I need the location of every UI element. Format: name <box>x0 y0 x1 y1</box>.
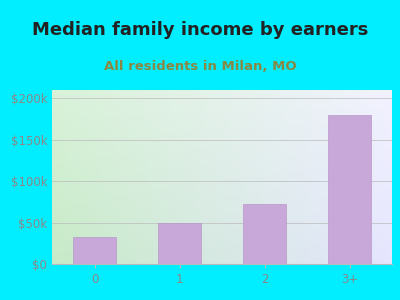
Bar <box>158 223 201 264</box>
Text: All residents in Milan, MO: All residents in Milan, MO <box>104 60 296 73</box>
Bar <box>73 237 116 264</box>
Text: Median family income by earners: Median family income by earners <box>32 21 368 39</box>
Bar <box>243 204 286 264</box>
Bar <box>328 115 371 264</box>
